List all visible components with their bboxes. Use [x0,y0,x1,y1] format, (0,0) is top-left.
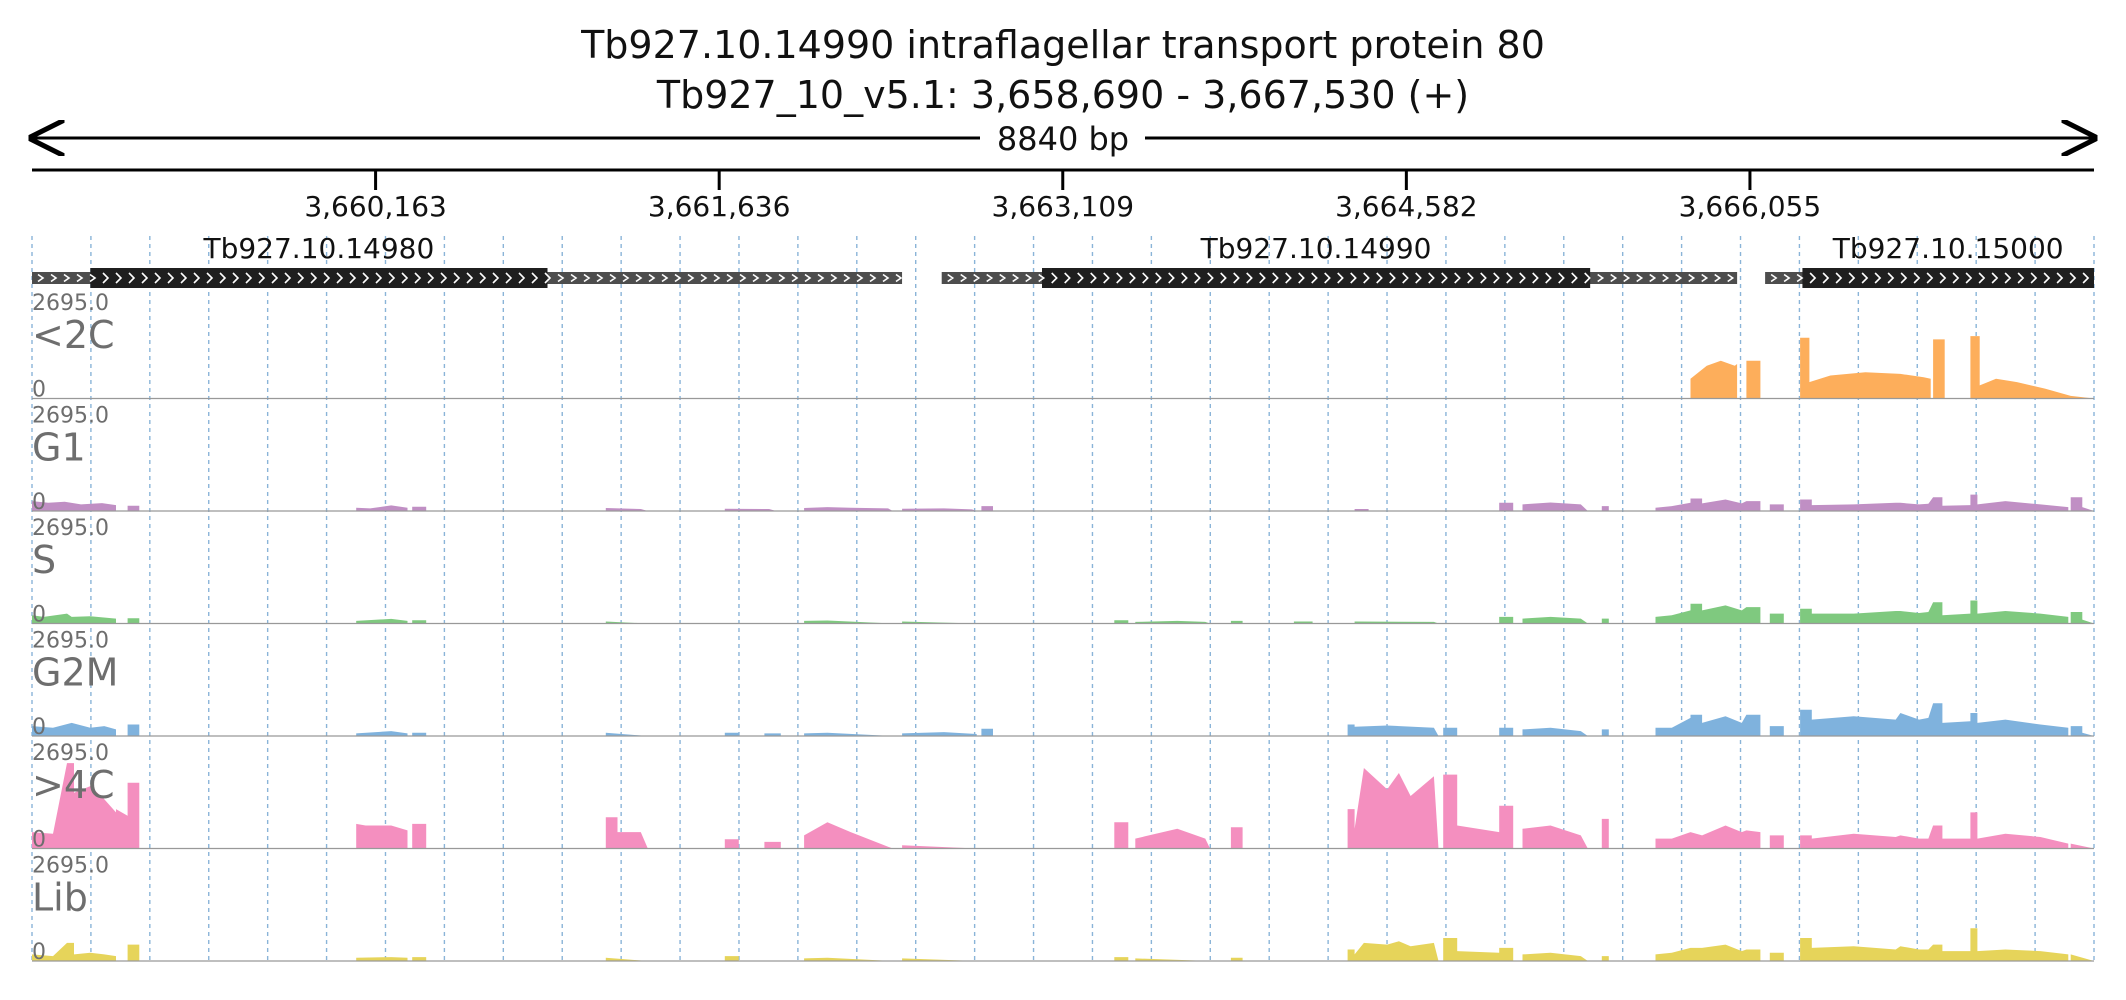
track-name-label: G2M [32,651,118,695]
track-ymin-label: 0 [32,828,46,853]
gene-label: Tb927.10.15000 [1832,232,2064,265]
coverage-track: 2695.0S 0 [32,516,2094,628]
axis-ticks: 3,660,163 3,661,636 3,663,109 3,664,582 3,66… [304,170,1821,223]
gene-label: Tb927.10.14980 [202,232,434,265]
gene-title: Tb927.10.14990 intraflagellar transport … [580,23,1545,67]
track-ymax-label: 2695.0 [32,516,109,541]
track-ymin-label: 0 [32,603,46,628]
coverage-tracks: 2695.0<2C02695.0G102695.0S02695.0G2M0269… [32,291,2094,965]
track-ymin-label: 0 [32,378,46,403]
track-name-label: Lib [32,876,88,920]
coverage-area [32,928,2094,961]
coverage-track: 2695.0G1 0 [32,404,2094,515]
coverage-area [32,600,2094,624]
axis-tick-label: 3,666,055 [1679,190,1822,223]
span-length-label: 8840 bp [997,120,1129,158]
axis-tick-label: 3,664,582 [1335,190,1478,223]
grid-lines [31,236,2095,962]
track-ymin-label: 0 [32,940,46,965]
axis-tick-label: 3,661,636 [648,190,791,223]
coverage-area [32,763,2094,849]
track-name-label: >4C [32,763,115,807]
gene-cds-bar [1802,268,2094,288]
track-name-label: S [32,538,56,582]
locus-title: Tb927_10_v5.1: 3,658,690 - 3,667,530 (+) [656,73,1469,117]
track-ymin-label: 0 [32,490,46,515]
coverage-area [1690,336,2094,399]
axis-tick-label: 3,660,163 [304,190,447,223]
coverage-area [32,703,2094,736]
strand-chevrons [37,272,903,284]
track-ymax-label: 2695.0 [32,741,109,766]
track-ymax-label: 2695.0 [32,629,109,654]
track-ymax-label: 2695.0 [32,404,109,429]
coverage-track: 2695.0>4C 0 [32,741,2094,853]
strand-chevrons [947,272,1735,284]
coverage-area [32,494,2094,511]
track-name-label: <2C [32,313,115,357]
track-ymax-label: 2695.0 [32,291,109,316]
track-name-label: G1 [32,426,86,470]
strand-chevrons [1770,272,2090,284]
coverage-track: 2695.0<2C 0 [32,291,2094,403]
gene-models: Tb927.10.14980 Tb927.10.14990 Tb927.10.150… [32,232,2094,288]
gene-label: Tb927.10.14990 [1200,232,1432,265]
track-ymin-label: 0 [32,715,46,740]
gene-cds-bar [90,268,548,288]
track-ymax-label: 2695.0 [32,854,109,879]
axis-tick-label: 3,663,109 [992,190,1135,223]
